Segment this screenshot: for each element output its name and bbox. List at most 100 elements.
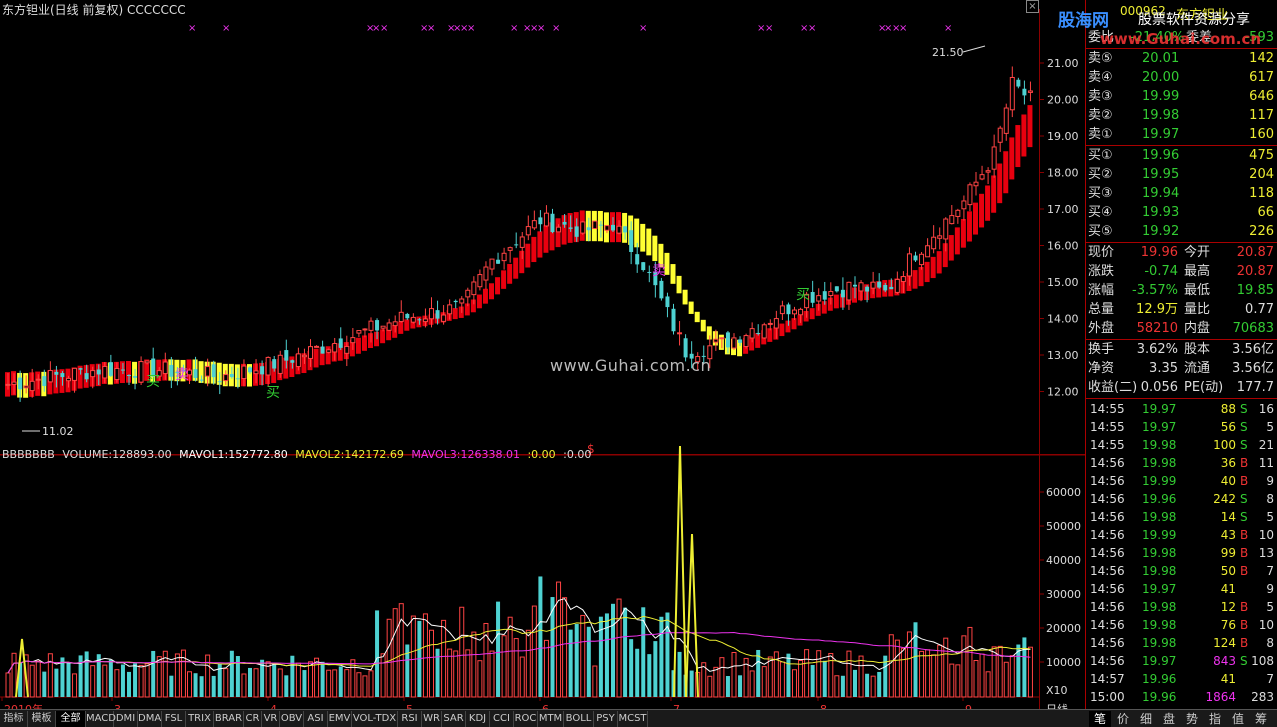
panel-tab-4[interactable]: 势 — [1185, 712, 1198, 726]
band-bar — [676, 275, 682, 294]
tick-time: 14:56 — [1090, 582, 1125, 596]
candle-body — [574, 226, 579, 237]
candle-body — [169, 364, 174, 377]
close-icon[interactable]: × — [1026, 0, 1039, 13]
band-bar — [464, 303, 470, 316]
tab-dmi[interactable]: DMI — [114, 711, 138, 727]
candle-body — [665, 296, 670, 308]
sell-level-row[interactable]: 卖② 19.98 117 — [1086, 106, 1277, 125]
signal-marker: × — [884, 23, 892, 34]
panel-tab-6[interactable]: 值 — [1231, 712, 1244, 726]
tab-emv[interactable]: EMV — [328, 711, 352, 727]
volume-legend: BBBBBBB VOLUME:128893.00 MAVOL1:152772.8… — [2, 448, 595, 461]
tab-dma[interactable]: DMA — [138, 711, 162, 727]
volume-bar — [786, 653, 791, 697]
weidiff-value: -593 — [1244, 30, 1274, 45]
stat-value-2: 3.56亿 — [1232, 361, 1274, 376]
tab-全部[interactable]: 全部 — [56, 711, 86, 727]
tab-vol-tdx[interactable]: VOL-TDX — [352, 711, 398, 727]
candle-body — [761, 324, 767, 339]
tab-macd[interactable]: MACD — [86, 711, 116, 727]
buy-level-row[interactable]: 买② 19.95 204 — [1086, 165, 1277, 184]
sell-level-row[interactable]: 卖③ 19.99 646 — [1086, 87, 1277, 106]
tab-wr[interactable]: WR — [422, 711, 442, 727]
signal-marker: × — [537, 23, 545, 34]
quote-label-2: 最低 — [1184, 283, 1211, 298]
tab-mtm[interactable]: MTM — [538, 711, 564, 727]
volume-bar — [54, 668, 59, 697]
volume-bar — [235, 656, 240, 697]
panel-tab-5[interactable]: 指 — [1208, 712, 1221, 726]
candle-body — [156, 370, 162, 377]
stat-row: 净资 3.35 流通 3.56亿 — [1086, 359, 1277, 378]
sell-level-row[interactable]: 卖⑤ 20.01 142 — [1086, 49, 1277, 68]
tab-trix[interactable]: TRIX — [186, 711, 214, 727]
volume-bar — [701, 662, 707, 698]
tab-cci[interactable]: CCI — [490, 711, 514, 727]
tab-vr[interactable]: VR — [262, 711, 280, 727]
buy-level-label: 买① — [1088, 148, 1113, 163]
low-price-label: 11.02 — [42, 425, 74, 438]
tab-mcst[interactable]: MCST — [618, 711, 648, 727]
quote-label-2: 量比 — [1184, 302, 1211, 317]
candle-body — [72, 367, 78, 381]
tab-psy[interactable]: PSY — [594, 711, 618, 727]
volume-bar — [441, 619, 447, 698]
volume-bar — [731, 651, 737, 698]
volume-bar — [659, 616, 664, 697]
tab-brar[interactable]: BRAR — [214, 711, 244, 727]
volume-bar — [151, 650, 156, 697]
tab-kdj[interactable]: KDJ — [466, 711, 490, 727]
tab-rsi[interactable]: RSI — [398, 711, 422, 727]
volume-tick-label: 40000 — [1046, 554, 1081, 567]
tab-obv[interactable]: OBV — [280, 711, 304, 727]
candle-body — [743, 335, 749, 347]
panel-tab-2[interactable]: 细 — [1139, 712, 1152, 726]
panel-tab-1[interactable]: 价 — [1116, 712, 1129, 726]
sell-level-row[interactable]: 卖④ 20.00 617 — [1086, 68, 1277, 87]
volume-bar — [272, 663, 277, 697]
candle-body — [906, 253, 912, 277]
kline-chart[interactable]: 21.00 20.00 19.00 18.00 17.00 16.00 15.00 14.00… — [0, 0, 1085, 727]
band-bar — [1009, 137, 1015, 180]
candle-body — [199, 379, 204, 381]
panel-tab-3[interactable]: 盘 — [1162, 712, 1175, 726]
tab-asi[interactable]: ASI — [304, 711, 328, 727]
signal-marker: × — [765, 23, 773, 34]
candle-body — [471, 281, 477, 296]
volume-bar — [320, 661, 325, 697]
tab-指标[interactable]: 指标 — [0, 711, 28, 727]
tick-side: S — [1240, 420, 1248, 434]
tab-模板[interactable]: 模板 — [28, 711, 56, 727]
panel-tab-7[interactable]: 筹 — [1254, 712, 1267, 726]
tick-time: 14:56 — [1090, 636, 1125, 650]
volume-bar — [997, 645, 1003, 698]
volume-bar — [193, 673, 198, 697]
candle-body — [23, 385, 29, 389]
buy-level-row[interactable]: 买④ 19.93 66 — [1086, 203, 1277, 222]
candle-body — [853, 284, 857, 287]
volume-tick-label: 50000 — [1046, 520, 1081, 533]
candle-body — [380, 325, 386, 329]
buy-level-row[interactable]: 买① 19.96 475 — [1086, 146, 1277, 165]
tab-boll[interactable]: BOLL — [564, 711, 594, 727]
sell-level-label: 卖④ — [1088, 70, 1113, 85]
sell-level-row[interactable]: 卖① 19.97 160 — [1086, 125, 1277, 144]
candle-body — [11, 381, 17, 385]
tab-fsl[interactable]: FSL — [162, 711, 186, 727]
tab-cr[interactable]: CR — [244, 711, 262, 727]
indicator-name: BBBBBBB — [2, 448, 55, 461]
tick-volume: 99 — [1220, 546, 1236, 560]
buy-level-row[interactable]: 买⑤ 19.92 226 — [1086, 222, 1277, 241]
band-bar — [948, 235, 954, 261]
tab-roc[interactable]: ROC — [514, 711, 538, 727]
volume-bar — [592, 665, 598, 698]
band-bar — [755, 333, 761, 348]
volume-tick-label: 10000 — [1046, 656, 1081, 669]
volume-bar — [870, 675, 876, 698]
tab-sar[interactable]: SAR — [442, 711, 466, 727]
panel-tab-0[interactable]: 笔 — [1089, 711, 1111, 727]
extra2-value: :0.00 — [563, 448, 592, 461]
candle-body — [84, 373, 89, 380]
buy-level-row[interactable]: 买③ 19.94 118 — [1086, 184, 1277, 203]
